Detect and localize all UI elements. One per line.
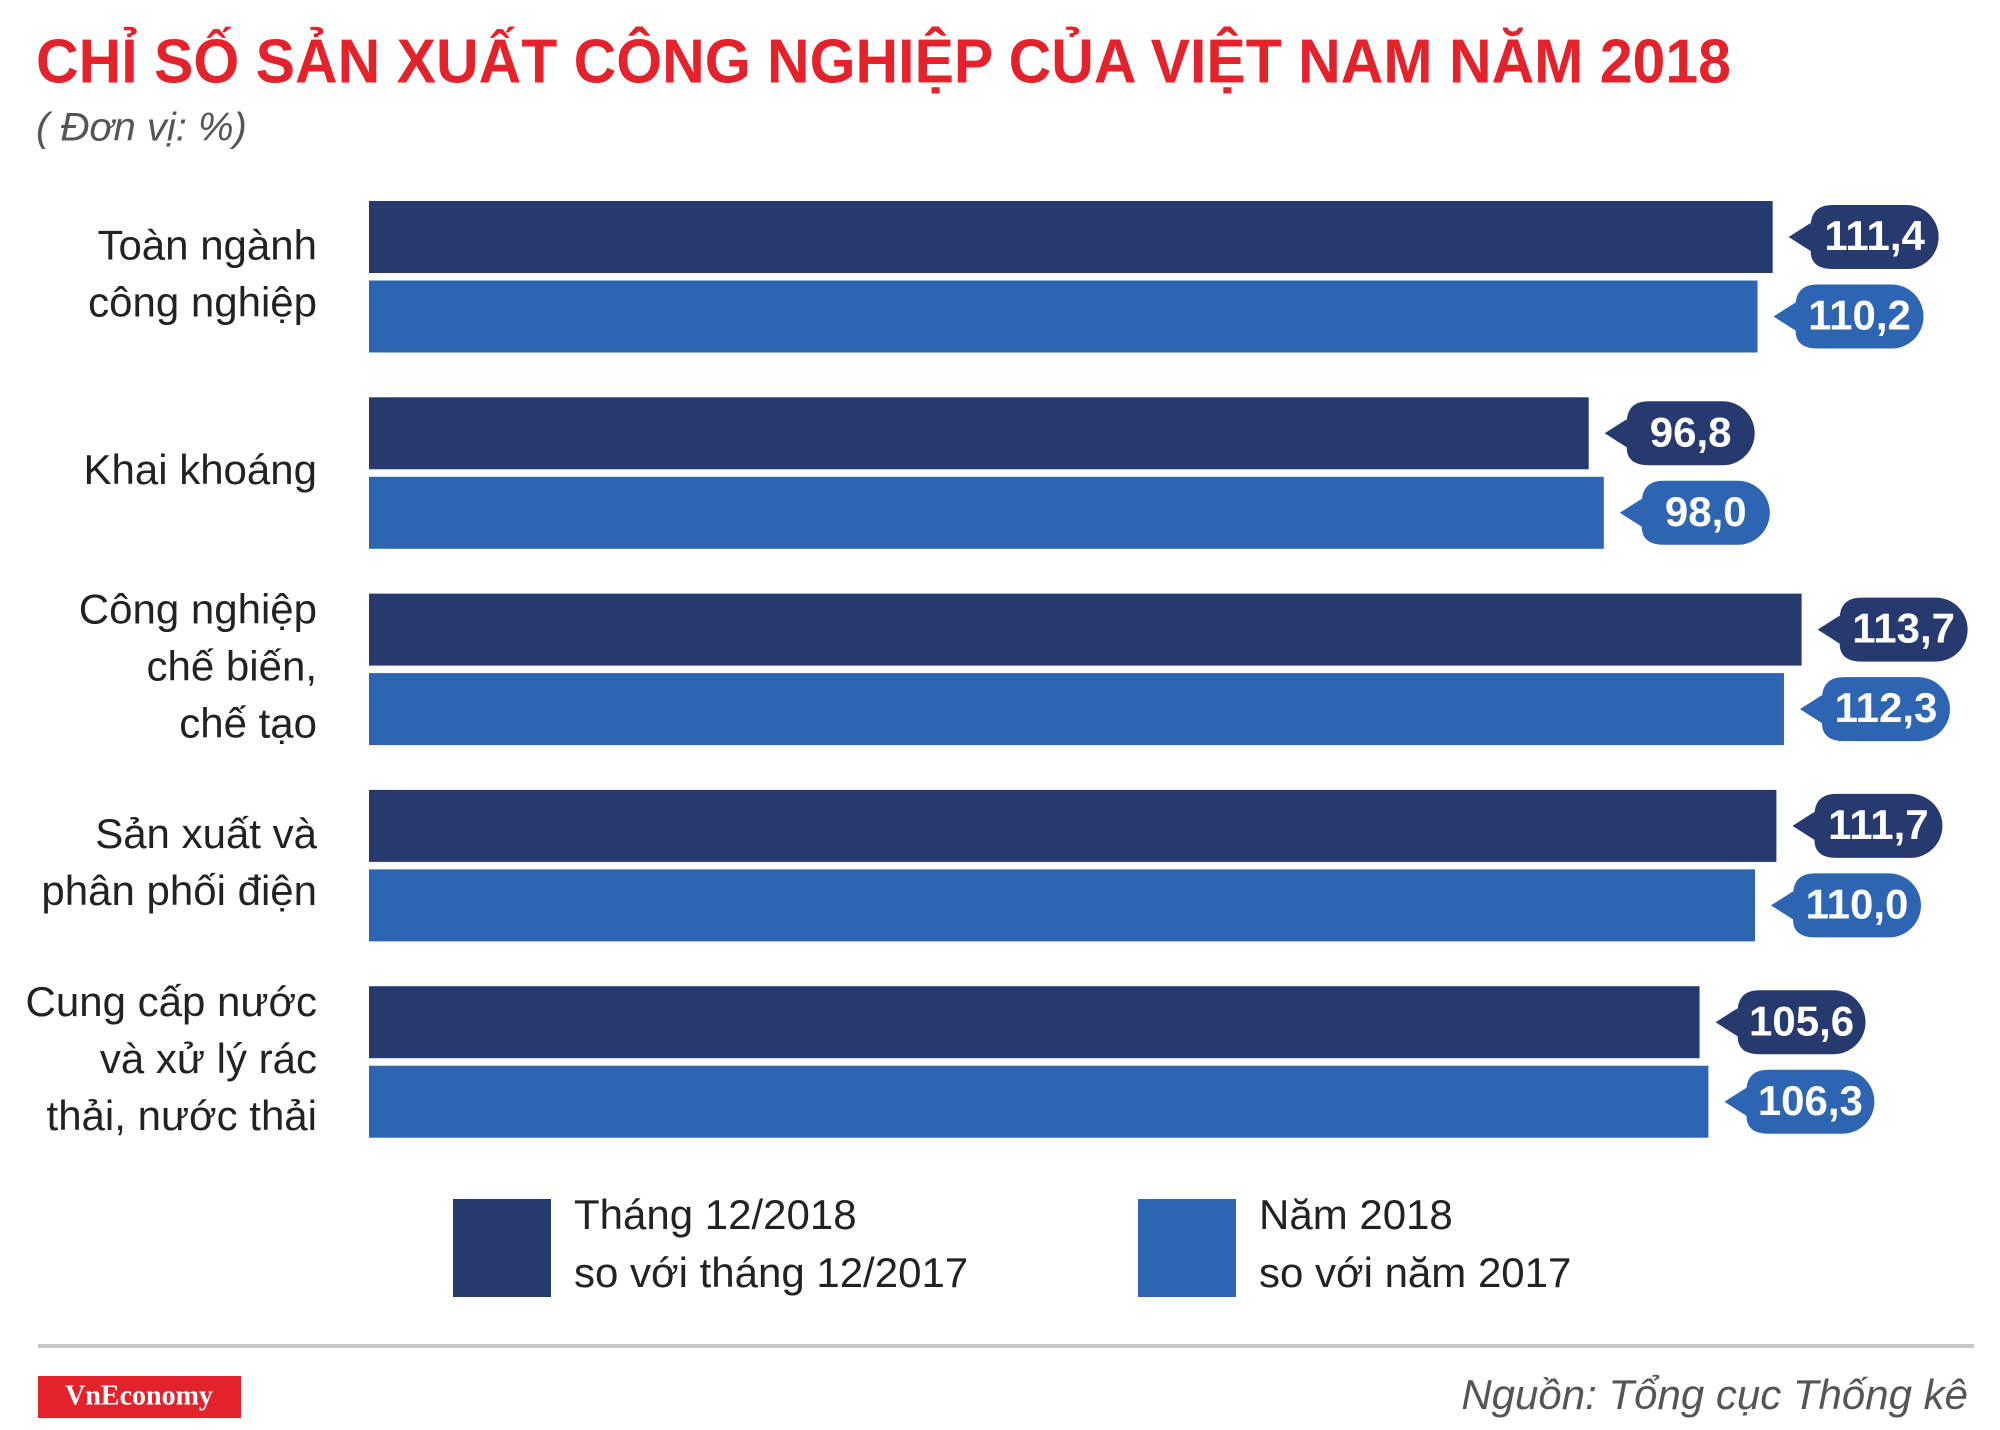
bar <box>369 593 1802 666</box>
value-label: 110,0 <box>1806 880 1909 927</box>
value-label: 96,8 <box>1650 408 1732 455</box>
value-label: 113,7 <box>1852 605 1955 652</box>
value-bubble <box>1817 597 1968 662</box>
chart-title: CHỈ SỐ SẢN XUẤT CÔNG NGHIỆP CỦA VIỆT NAM… <box>36 27 1731 96</box>
legend-label: Năm 2018 so với năm 2017 <box>1259 1191 1571 1296</box>
value-bubble <box>1771 873 1921 938</box>
text-line: Tháng 12/2018 <box>574 1191 857 1238</box>
text-line: chế biến, <box>147 642 317 689</box>
category-label: Công nghiệp chế biến, chế tạo <box>79 585 317 746</box>
value-bubble <box>1604 401 1755 466</box>
value-label: 106,3 <box>1758 1077 1863 1124</box>
text-line: so với năm 2017 <box>1259 1249 1571 1296</box>
bar <box>369 789 1777 862</box>
legend-label: Tháng 12/2018 so với tháng 12/2017 <box>574 1191 968 1296</box>
value-label: 112,3 <box>1835 684 1938 731</box>
legend-swatch <box>453 1199 551 1297</box>
text-line: Cung cấp nước <box>26 978 317 1025</box>
category-label: Cung cấp nước và xử lý rác thải, nước thải <box>26 978 317 1139</box>
value-bubble <box>1715 990 1866 1055</box>
text-line: Khai khoáng <box>83 446 317 493</box>
value-bubble <box>1619 480 1770 545</box>
value-bubble <box>1799 677 1950 742</box>
value-label: 98,0 <box>1665 488 1747 535</box>
bar <box>369 201 1773 273</box>
brand-box <box>38 1376 241 1418</box>
value-bubble <box>1724 1069 1875 1134</box>
chart-subtitle: ( Đơn vị: %) <box>36 106 247 150</box>
bar <box>369 397 1589 470</box>
value-label: 111,4 <box>1824 212 1925 259</box>
bar <box>369 869 1755 942</box>
category-label: Khai khoáng <box>83 446 317 493</box>
text-line: công nghiệp <box>88 278 317 325</box>
text-line: Toàn ngành <box>97 221 317 268</box>
text-line: Năm 2018 <box>1259 1191 1453 1238</box>
text-line: phân phối điện <box>41 867 317 914</box>
bar <box>369 476 1604 549</box>
value-label: 111,7 <box>1828 801 1928 848</box>
bar <box>369 280 1758 353</box>
value-label: 110,2 <box>1808 292 1911 339</box>
source: Nguồn: Tổng cục Thống kê <box>1461 1371 1968 1418</box>
text-line: Sản xuất và <box>95 810 317 857</box>
value-bubble <box>1792 793 1943 858</box>
value-bubble <box>1788 205 1939 269</box>
brand: VnEconomy <box>65 1380 213 1411</box>
text-line: so với tháng 12/2017 <box>574 1249 968 1296</box>
category-label: Toàn ngành công nghiệp <box>88 221 317 325</box>
text-line: và xử lý rác <box>100 1035 317 1082</box>
text-line: chế tạo <box>179 699 317 746</box>
value-bubble <box>1773 284 1924 349</box>
text-line: Công nghiệp <box>79 585 317 632</box>
legend-swatch <box>1138 1199 1236 1297</box>
text-line: thải, nước thải <box>47 1092 317 1139</box>
category-label: Sản xuất và phân phối điện <box>41 810 317 914</box>
bar <box>369 1065 1709 1138</box>
bar <box>369 986 1700 1059</box>
value-label: 105,6 <box>1749 997 1854 1044</box>
bar <box>369 673 1784 746</box>
